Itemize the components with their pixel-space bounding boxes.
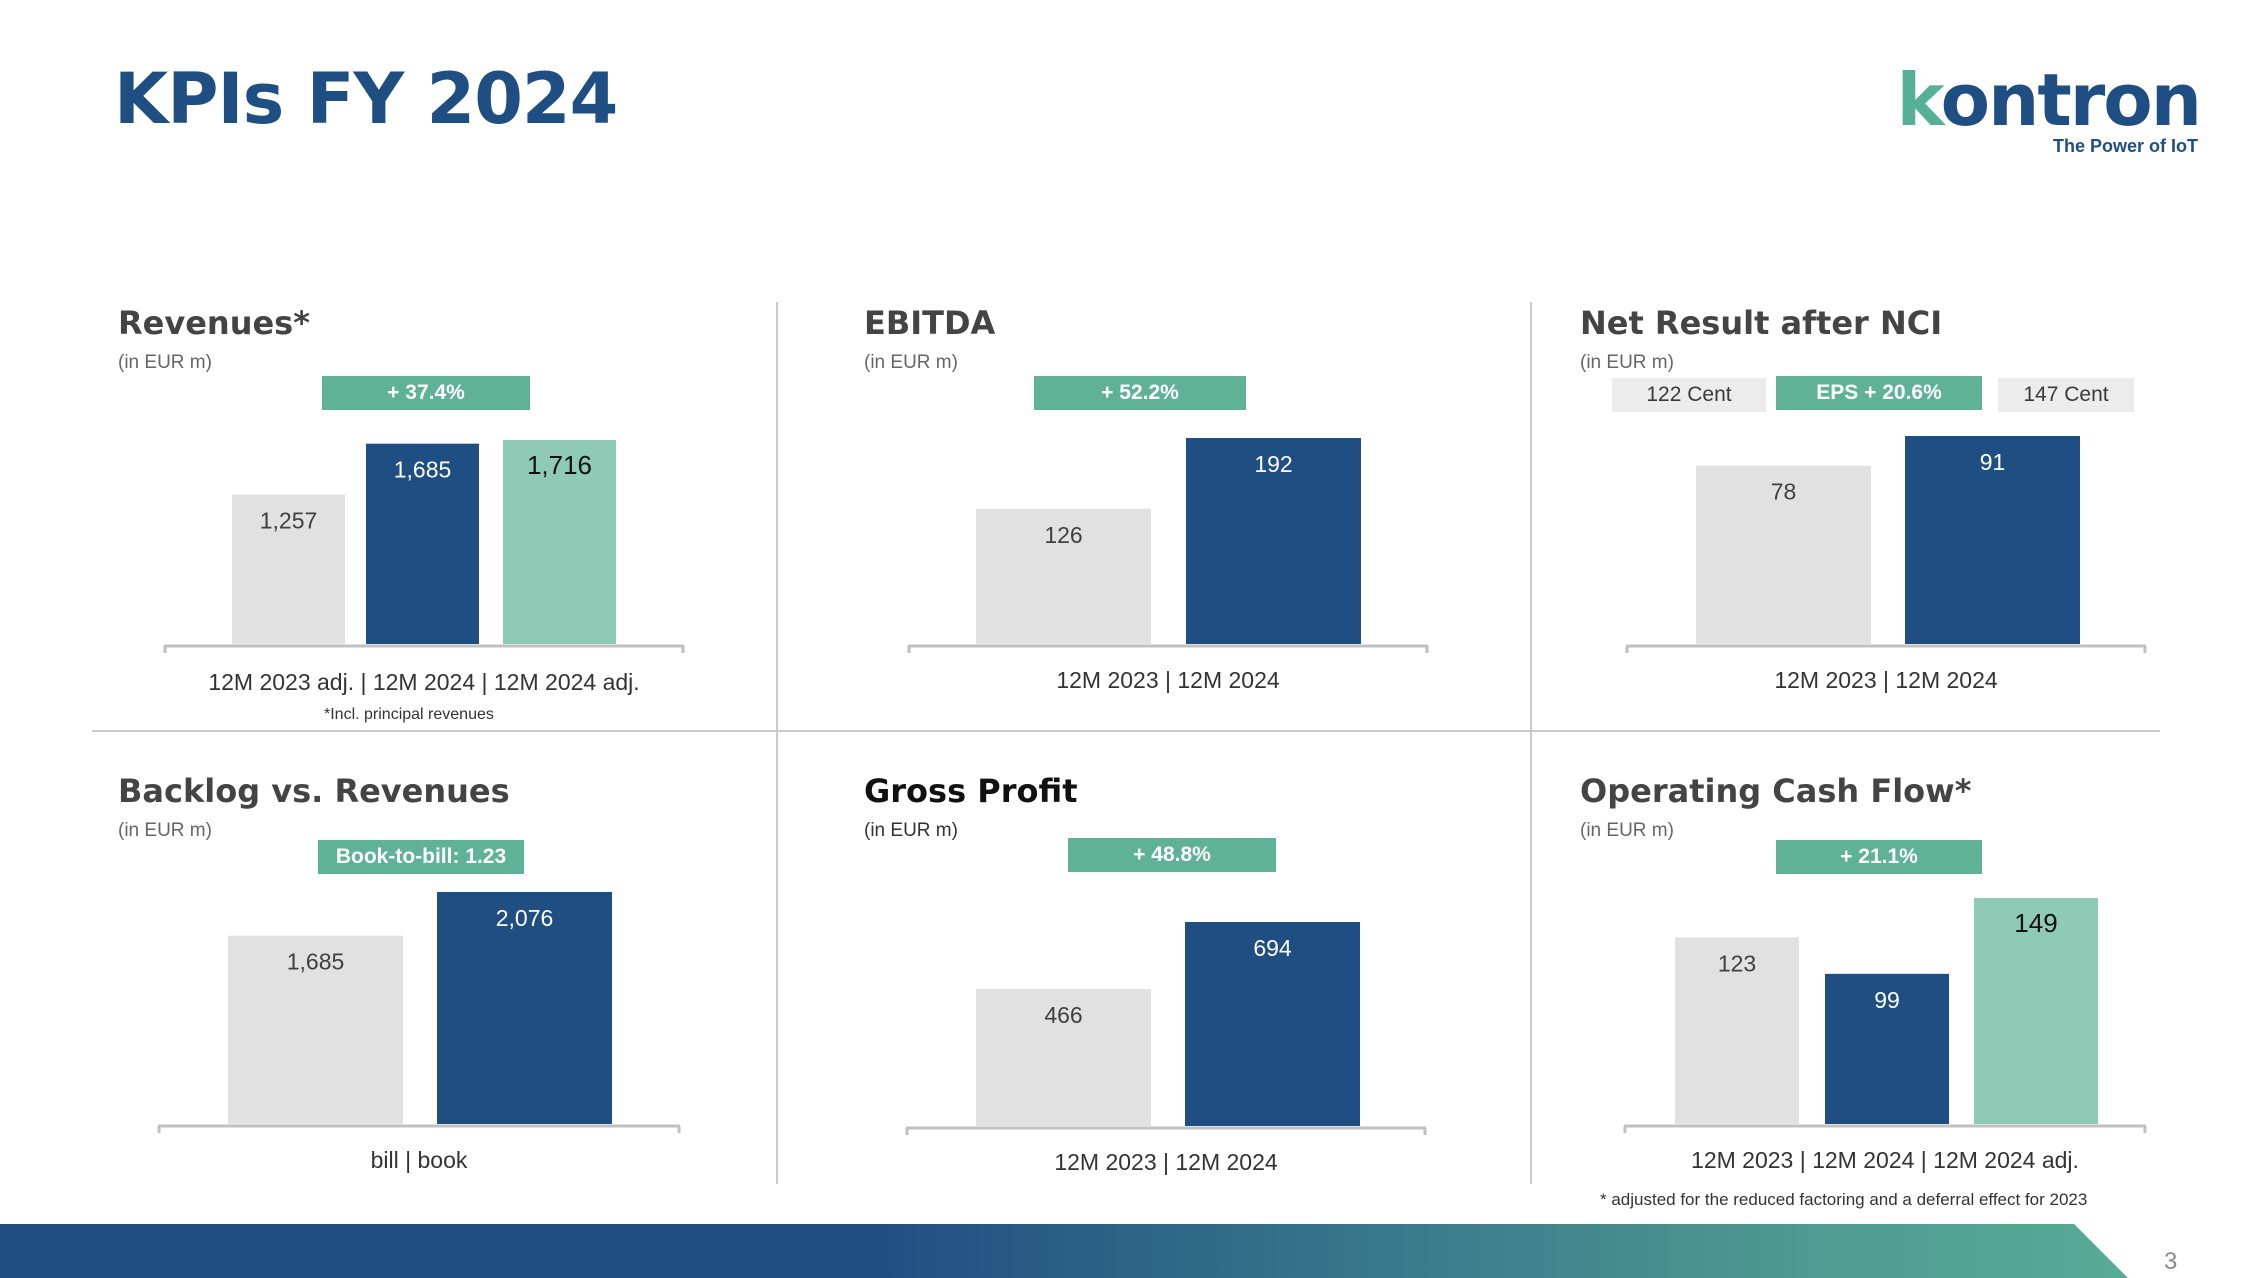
bar-prior (1696, 465, 1871, 644)
panel-ebitda: EBITDA (in EUR m) + 52.2% 126 192 12M 2023… (864, 304, 1484, 730)
divider-vertical-right (1530, 302, 1532, 1184)
panel-title: Backlog vs. Revenues (118, 772, 510, 810)
data-label: 123 (1718, 950, 1756, 976)
data-label: 1,685 (287, 949, 345, 975)
logo-tagline: The Power of IoT (2052, 136, 2198, 156)
bar-adjusted (503, 440, 616, 644)
data-label: 1,257 (260, 508, 318, 534)
data-label: 149 (2014, 908, 2057, 938)
bar-current (1186, 438, 1361, 644)
bar-chart-cash-flow: 123 99 149 12M 2023 | 12M 2024 | 12M 2024 a… (1623, 898, 2147, 1173)
kontron-logo: kontron The Power of IoT (1870, 58, 2202, 170)
panel-gross-profit: Gross Profit (in EUR m) + 48.8% 466 694 12… (864, 772, 1484, 1198)
bar-chart-backlog: 1,685 2,076 bill | book (157, 892, 681, 1173)
data-label: 126 (1044, 522, 1082, 548)
bar-chart-net-result: 78 91 12M 2023 | 12M 2024 (1625, 436, 2147, 693)
data-label: 91 (1980, 449, 2006, 475)
panel-net-result: Net Result after NCI (in EUR m) 122 Cent… (1580, 304, 2200, 730)
data-label: 694 (1253, 935, 1292, 961)
panel-unit: (in EUR m) (1580, 820, 1674, 841)
bar-current (366, 443, 479, 644)
growth-badge: + 52.2% (1034, 376, 1246, 410)
panel-unit: (in EUR m) (118, 352, 212, 373)
panel-unit: (in EUR m) (864, 352, 958, 373)
bar-current (1185, 922, 1360, 1126)
bar-current (437, 892, 612, 1124)
panel-cash-flow: Operating Cash Flow* (in EUR m) + 21.1% … (1580, 772, 2200, 1198)
bar-current (1905, 436, 2080, 644)
panel-title: Net Result after NCI (1580, 304, 1943, 342)
bar-prior (976, 989, 1151, 1126)
panel-backlog: Backlog vs. Revenues (in EUR m) Book-to-… (118, 772, 738, 1198)
data-label: 1,685 (394, 457, 452, 483)
data-label: 1,716 (527, 450, 592, 480)
bar-prior (232, 494, 345, 644)
data-label: 192 (1254, 451, 1292, 477)
panel-title: Operating Cash Flow* (1580, 772, 1972, 810)
book-to-bill-badge: Book-to-bill: 1.23 (318, 840, 524, 874)
bar-chart-ebitda: 126 192 12M 2023 | 12M 2024 (907, 438, 1429, 693)
x-axis-caption: 12M 2023 | 12M 2024 (1054, 1149, 1278, 1175)
eps-current-badge: 147 Cent (1998, 378, 2134, 412)
growth-badge: + 48.8% (1068, 838, 1276, 872)
panel-unit: (in EUR m) (864, 820, 958, 841)
panel-title: Revenues* (118, 304, 310, 342)
bar-prior (976, 508, 1151, 644)
bar-prior (228, 935, 403, 1124)
page-number: 3 (2164, 1248, 2178, 1275)
x-axis-caption: 12M 2023 | 12M 2024 (1056, 667, 1280, 693)
bar-chart-gross-profit: 466 694 12M 2023 | 12M 2024 (905, 922, 1427, 1175)
panel-unit: (in EUR m) (118, 820, 212, 841)
eps-prior-badge: 122 Cent (1612, 378, 1766, 412)
footer-band (0, 1224, 2128, 1278)
x-axis-caption: 12M 2023 | 12M 2024 | 12M 2024 adj. (1691, 1147, 2079, 1173)
x-axis-caption: 12M 2023 | 12M 2024 (1774, 667, 1998, 693)
data-label: 99 (1874, 987, 1900, 1013)
growth-badge: EPS + 20.6% (1776, 376, 1982, 410)
bar-adjusted (1974, 898, 2098, 1124)
logo-wordmark: kontron (1896, 58, 2202, 142)
data-label: 466 (1044, 1002, 1082, 1028)
divider-vertical-left (776, 302, 778, 1184)
panel-title: Gross Profit (864, 772, 1078, 810)
bar-current (1825, 973, 1949, 1124)
panel-revenues: Revenues* (in EUR m) + 37.4% 1,257 1,685 1… (118, 304, 738, 730)
cash-flow-footnote: * adjusted for the reduced factoring and… (1600, 1190, 2088, 1209)
growth-badge: + 37.4% (322, 376, 530, 410)
divider-horizontal (92, 730, 2160, 732)
data-label: 78 (1771, 479, 1797, 505)
footnote: *Incl. principal revenues (324, 706, 494, 723)
slide-title: KPIs FY 2024 (114, 58, 618, 140)
bar-chart-revenues: 1,257 1,685 1,716 12M 2023 adj. | 12M 2024 … (163, 440, 685, 695)
x-axis-caption: bill | book (371, 1147, 468, 1173)
bar-prior (1675, 937, 1799, 1124)
panel-title: EBITDA (864, 304, 996, 342)
x-axis-caption: 12M 2023 adj. | 12M 2024 | 12M 2024 adj. (208, 669, 639, 695)
panel-unit: (in EUR m) (1580, 352, 1674, 373)
growth-badge: + 21.1% (1776, 840, 1982, 874)
data-label: 2,076 (496, 905, 554, 931)
